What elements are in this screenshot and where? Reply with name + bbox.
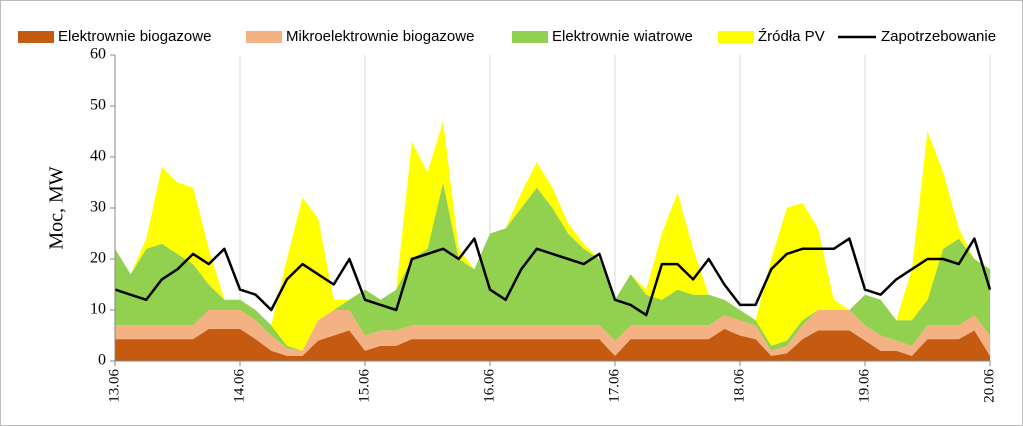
y-tick-label: 20	[90, 250, 106, 267]
area	[115, 328, 990, 361]
x-tick-label: 19.06	[856, 369, 872, 403]
legend-swatch	[18, 31, 54, 43]
area	[115, 182, 990, 351]
legend-label: Elektrownie wiatrowe	[552, 28, 693, 45]
x-tick-label: 17.06	[606, 369, 622, 403]
line	[114, 237, 992, 317]
area	[115, 121, 990, 351]
y-tick-label: 40	[90, 148, 106, 165]
area	[115, 310, 990, 356]
y-axis-label: Moc, MW	[46, 166, 68, 249]
legend-swatch	[512, 31, 548, 43]
legend-label: Źródła PV	[758, 28, 825, 45]
x-tick-label: 14.06	[231, 369, 247, 403]
legend-label: Mikroelektrownie biogazowe	[286, 28, 474, 45]
x-tick-label: 15.06	[356, 369, 372, 403]
y-tick-label: 0	[98, 352, 106, 369]
y-tick-label: 60	[90, 46, 106, 63]
x-tick-label: 16.06	[481, 369, 497, 403]
legend-swatch	[718, 31, 754, 43]
legend-swatch	[246, 31, 282, 43]
x-tick-label: 13.06	[106, 369, 122, 403]
legend-label: Elektrownie biogazowe	[58, 28, 211, 45]
y-tick-label: 30	[90, 199, 106, 216]
y-tick-label: 50	[90, 97, 106, 114]
y-tick-label: 10	[90, 301, 106, 318]
x-tick-label: 18.06	[731, 369, 747, 403]
legend-label: Zapotrzebowanie	[881, 28, 996, 45]
x-tick-label: 20.06	[981, 369, 997, 403]
